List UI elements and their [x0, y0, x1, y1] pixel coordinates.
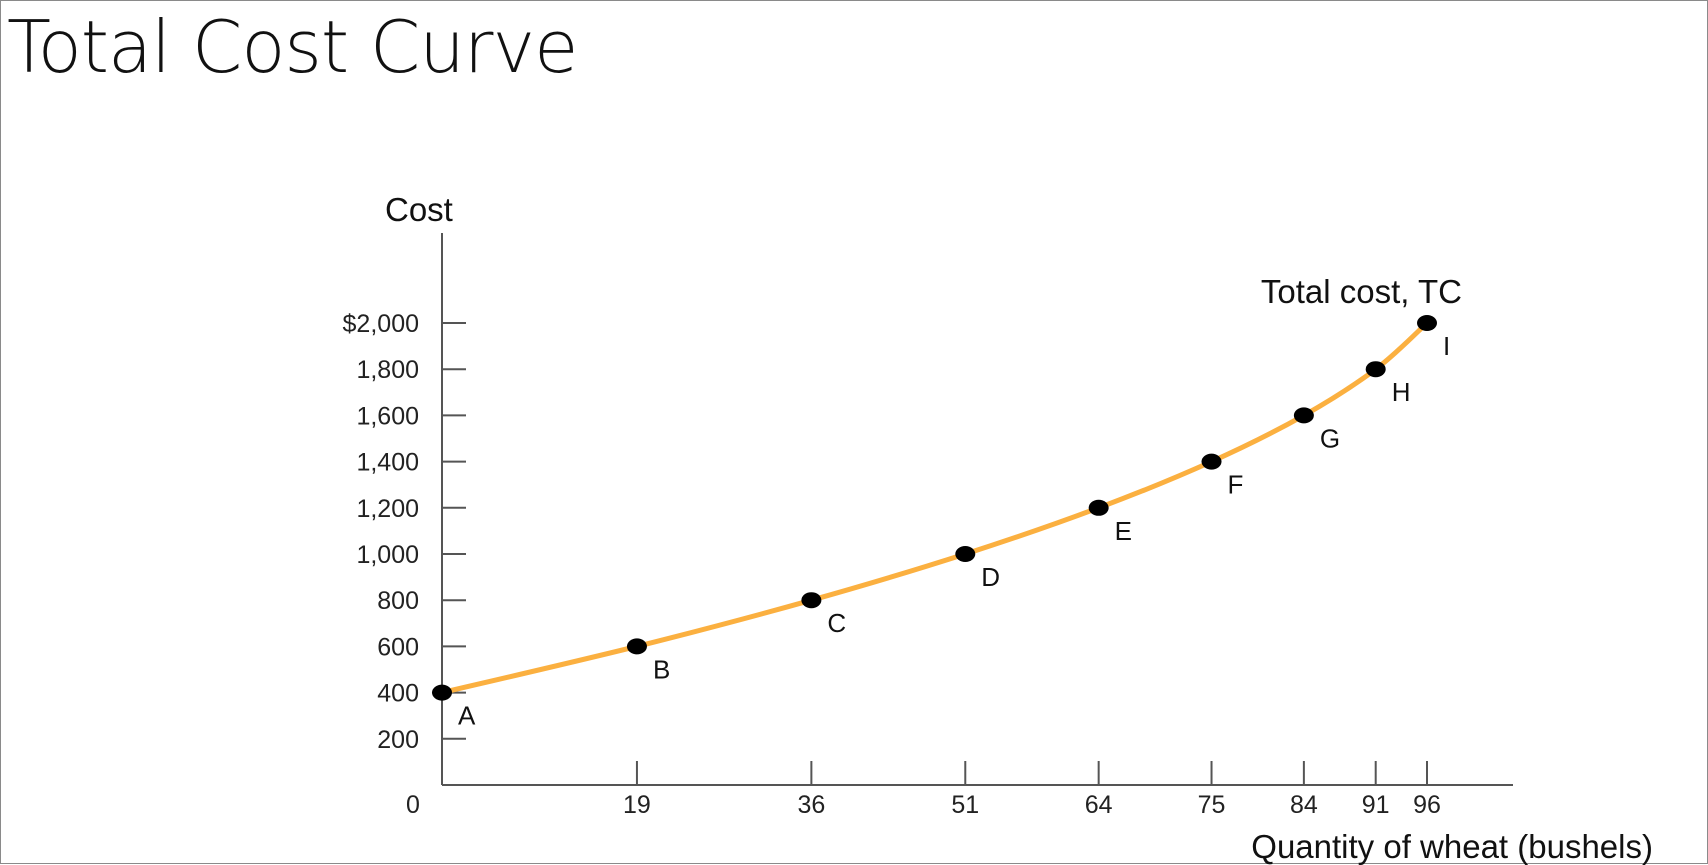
y-axis-title: Cost: [385, 191, 453, 228]
y-tick-label-1: 400: [377, 680, 419, 708]
x-tick-label-6: 84: [1290, 791, 1318, 819]
x-tick-label-5: 75: [1198, 791, 1226, 819]
x-tick-label-1: 19: [623, 791, 651, 819]
y-tick-label-6: 1,400: [356, 449, 419, 477]
y-tick-label-8: 1,800: [356, 356, 419, 384]
point-G: [1293, 407, 1314, 424]
point-F: [1201, 453, 1222, 470]
y-tick-label-3: 800: [377, 587, 419, 615]
x-tick-label-8: 96: [1413, 791, 1441, 819]
point-label-G: G: [1320, 423, 1340, 453]
y-tick-label-9: $2,000: [343, 310, 419, 338]
point-D: [955, 546, 976, 562]
point-label-B: B: [653, 654, 670, 684]
point-C: [801, 592, 822, 609]
y-tick-label-2: 600: [377, 633, 419, 661]
point-label-E: E: [1115, 516, 1132, 546]
x-tick-label-3: 51: [951, 791, 979, 819]
y-tick-label-7: 1,600: [356, 402, 419, 430]
point-H: [1365, 361, 1386, 378]
point-label-A: A: [458, 701, 476, 731]
y-tick-label-0: 200: [377, 726, 419, 754]
series-label: Total cost, TC: [1261, 273, 1462, 310]
x-axis-title: Quantity of wheat (bushels): [1251, 828, 1653, 865]
x-tick-label-0: 0: [406, 791, 420, 819]
point-I: [1417, 315, 1437, 331]
point-E: [1088, 499, 1109, 516]
point-label-D: D: [981, 562, 1000, 592]
point-label-I: I: [1443, 331, 1450, 361]
point-label-F: F: [1228, 470, 1244, 500]
total-cost-line: [439, 320, 1430, 696]
page-title: Total Cost Curve: [7, 5, 578, 89]
y-tick-label-5: 1,200: [356, 495, 419, 523]
point-label-C: C: [827, 608, 846, 638]
point-A: [432, 684, 452, 701]
x-tick-label-4: 64: [1085, 791, 1113, 819]
point-label-H: H: [1392, 377, 1411, 407]
x-tick-label-7: 91: [1362, 791, 1390, 819]
y-tick-label-4: 1,000: [356, 541, 419, 569]
point-B: [626, 638, 647, 655]
x-tick-label-2: 36: [797, 791, 825, 819]
